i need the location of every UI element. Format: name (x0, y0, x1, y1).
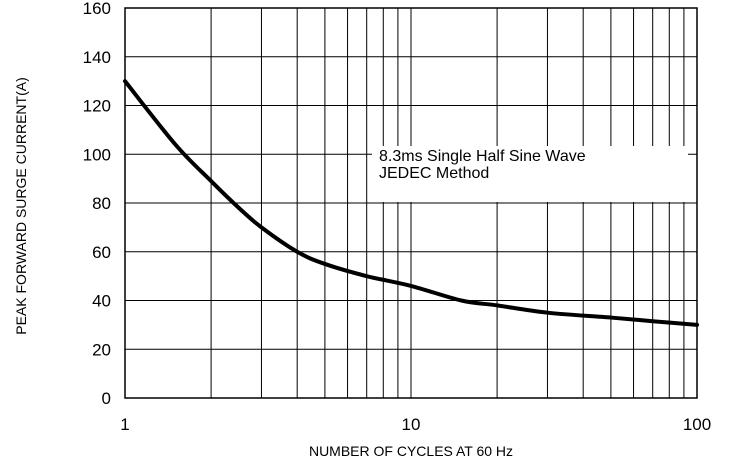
y-tick-label: 0 (102, 389, 111, 408)
x-tick-label: 10 (402, 415, 421, 434)
x-axis-title: NUMBER OF CYCLES AT 60 Hz (309, 443, 513, 459)
plot-frame (124, 7, 698, 399)
y-tick-label: 20 (92, 340, 111, 359)
y-tick-label: 160 (83, 0, 111, 18)
y-tick-label: 60 (92, 243, 111, 262)
y-tick-label: 120 (83, 97, 111, 116)
y-axis-title: PEAK FORWARD SURGE CURRENT(A) (13, 77, 29, 334)
y-tick-label: 100 (83, 145, 111, 164)
annotation-line-2: JEDEC Method (379, 165, 489, 182)
y-tick-label: 140 (83, 48, 111, 67)
annotation: 8.3ms Single Half Sine Wave JEDEC Method (379, 148, 586, 182)
series-layer (123, 79, 699, 327)
x-tick-label: 1 (120, 415, 129, 434)
x-tick-label: 100 (683, 415, 711, 434)
annotation-background (372, 146, 688, 202)
annotation-line-1: 8.3ms Single Half Sine Wave (379, 148, 586, 165)
grid (125, 8, 697, 398)
y-tick-label: 80 (92, 194, 111, 213)
tick-labels: 0 20 40 60 80 100 120 140 160 1 10 100 (83, 0, 712, 434)
y-tick-label: 40 (92, 292, 111, 311)
surge-current-curve (123, 79, 699, 327)
